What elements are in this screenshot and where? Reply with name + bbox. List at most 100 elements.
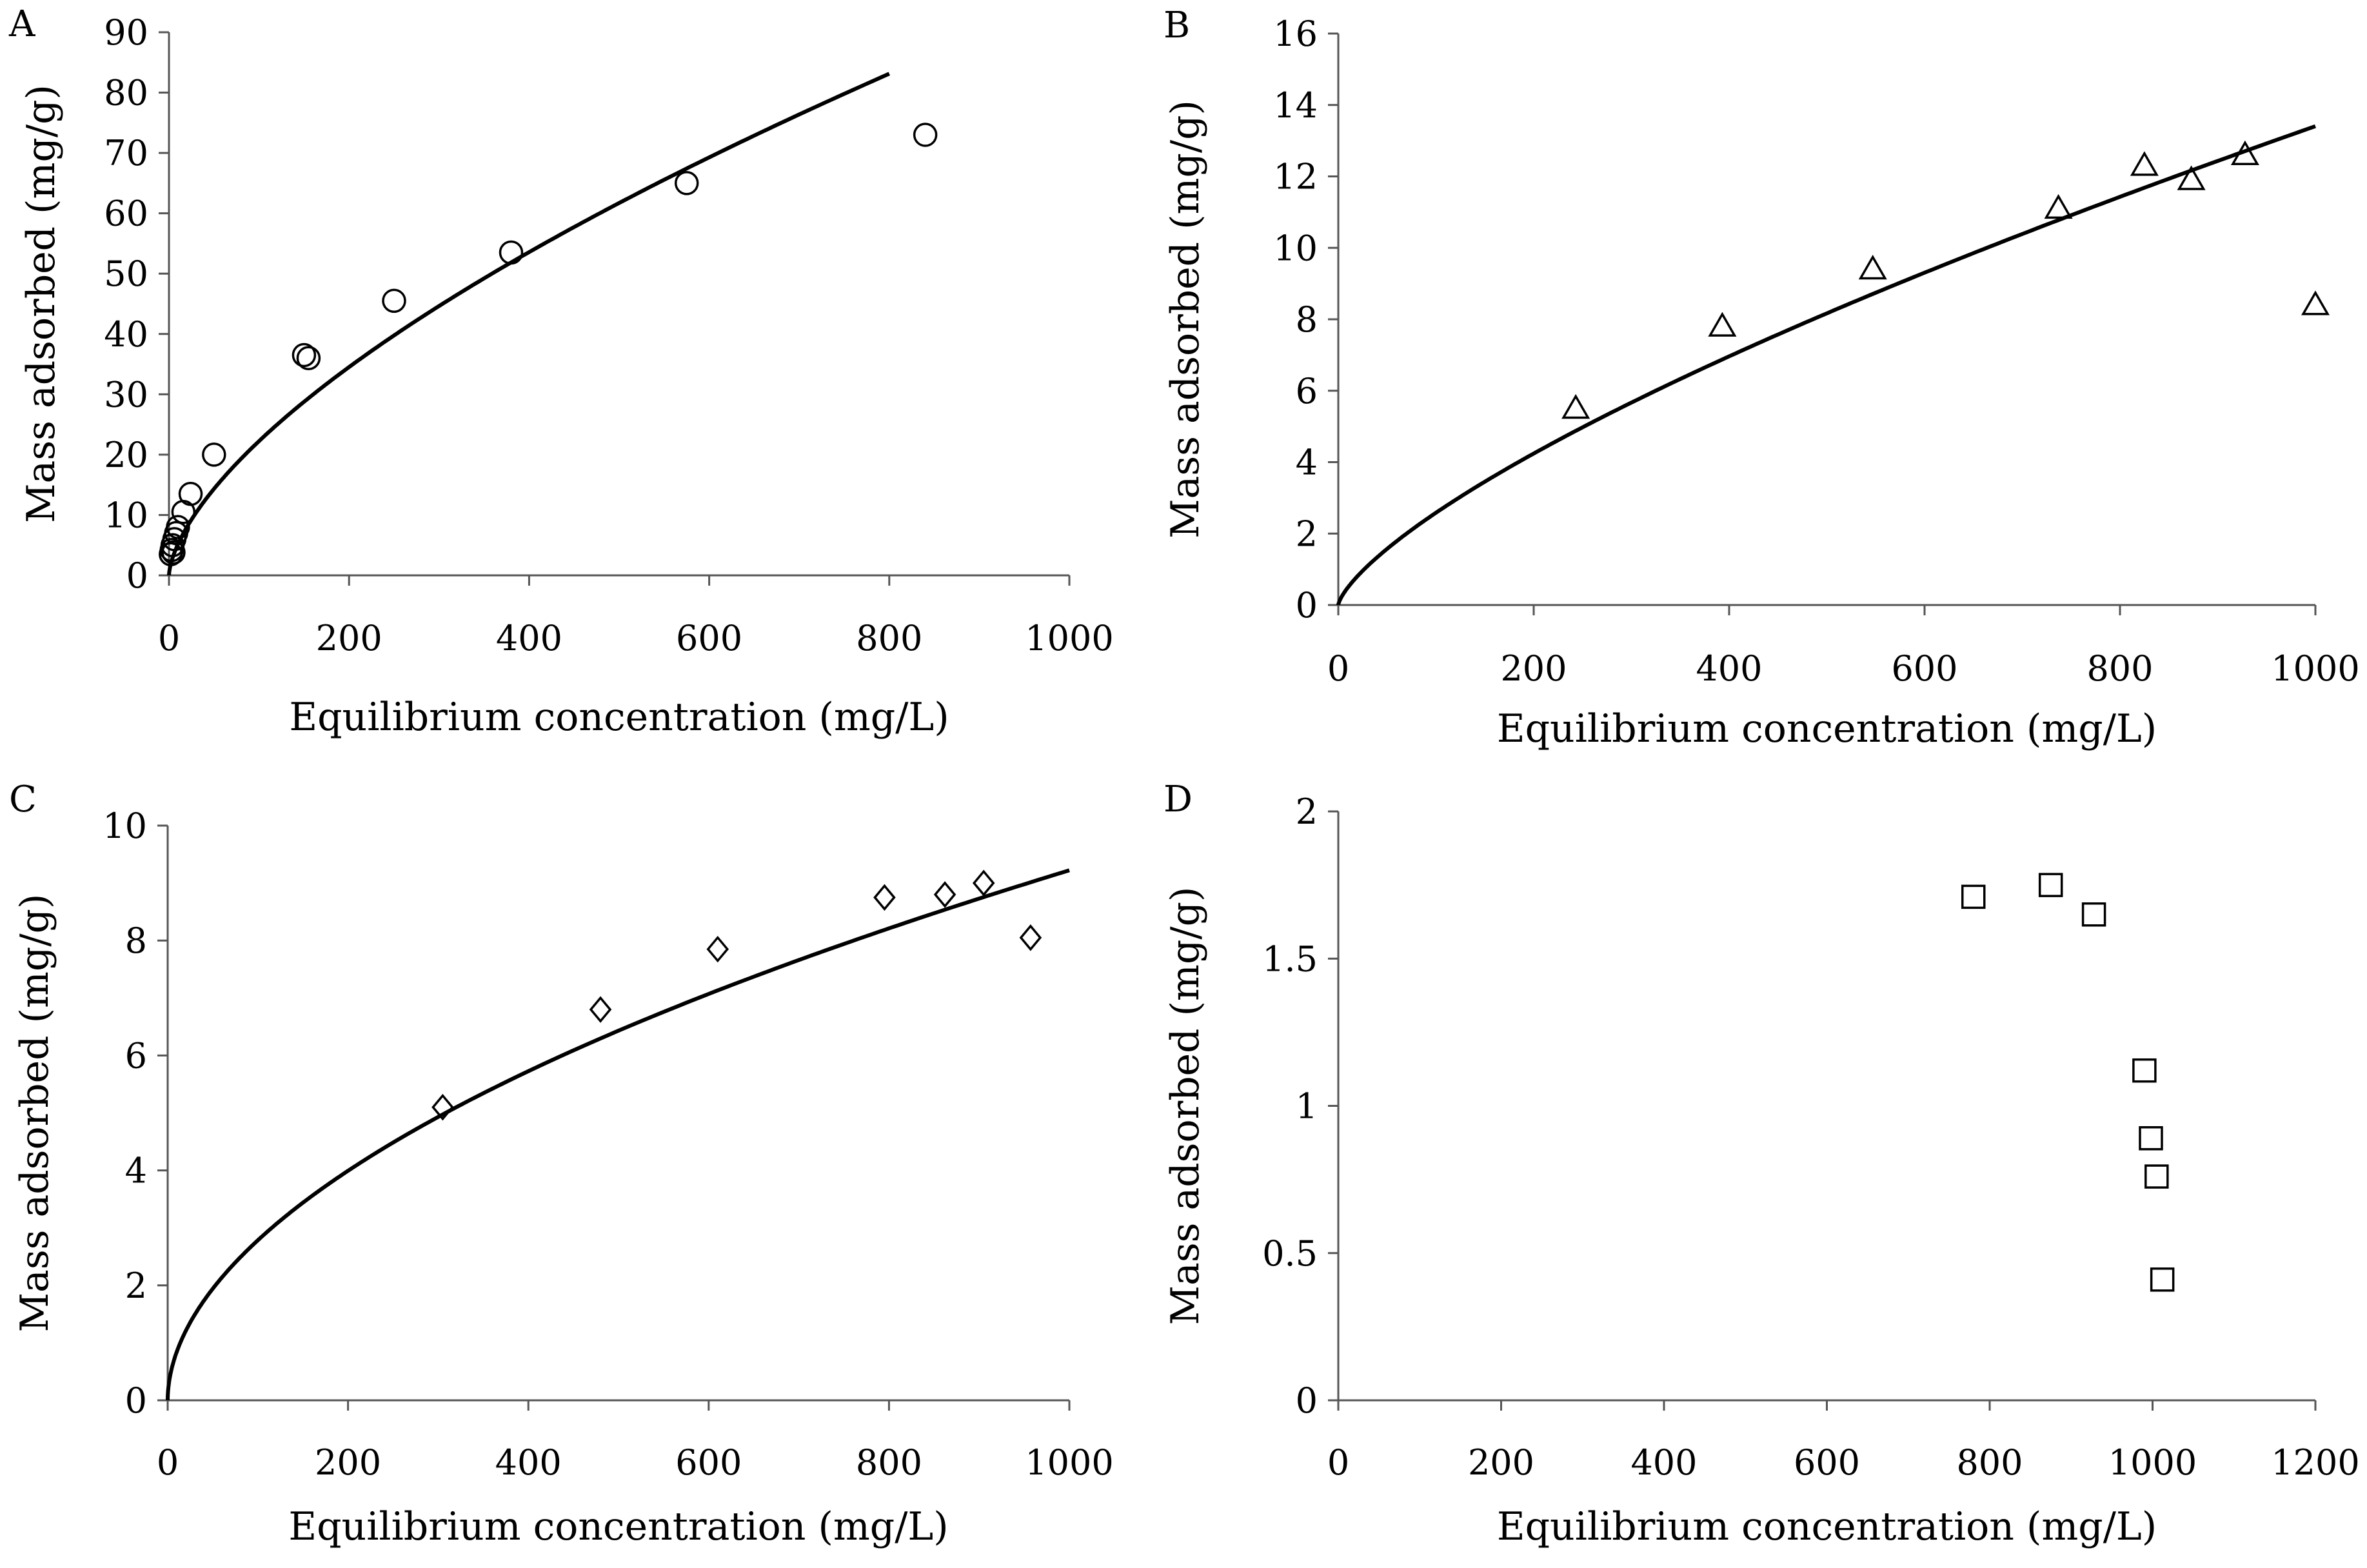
x-tick-label: 800: [856, 1442, 922, 1483]
y-tick-label: 0: [126, 555, 148, 596]
y-tick-label: 6: [125, 1035, 147, 1076]
x-tick-label: 600: [675, 1442, 742, 1483]
y-tick-label: 30: [104, 374, 148, 415]
x-axis-label: Equilibrium concentration (mg/L): [1497, 1504, 2157, 1549]
y-tick-label: 2: [1296, 513, 1318, 554]
data-point: [202, 442, 226, 467]
y-tick-label: 4: [125, 1151, 147, 1191]
data-point: [1858, 254, 1887, 280]
data-point: [2230, 140, 2259, 166]
x-tick-label: 1000: [1025, 1442, 1113, 1483]
y-tick-label: 90: [104, 12, 148, 53]
data-point: [2177, 165, 2206, 190]
data-point: [1019, 924, 1042, 951]
data-point: [674, 171, 699, 195]
panel-letter: D: [1164, 779, 1193, 820]
data-point: [1961, 884, 1986, 909]
y-tick-label: 60: [104, 194, 148, 234]
y-axis-label: Mass adsorbed (mg/g): [19, 84, 64, 523]
y-tick-label: 2: [1296, 791, 1318, 832]
data-point: [1561, 393, 1590, 419]
data-point: [2132, 1058, 2157, 1083]
y-tick-label: 12: [1273, 157, 1318, 197]
y-tick-label: 8: [125, 920, 147, 961]
y-tick-label: 10: [1273, 228, 1318, 268]
data-point: [382, 288, 406, 313]
data-point: [1708, 312, 1737, 337]
data-point: [972, 869, 995, 897]
data-point: [2130, 151, 2159, 176]
fit-curve: [1336, 124, 2316, 607]
data-point: [2150, 1267, 2175, 1292]
data-point: [292, 342, 317, 368]
x-tick-label: 0: [1327, 648, 1349, 689]
x-axis-label: Equilibrium concentration (mg/L): [288, 1504, 948, 1549]
panel-d: D 0 200 400 600 800 1000 1200 0 0.5 1 1.5 2 Equilibri…: [1163, 779, 2360, 1549]
y-tick-label: 0: [125, 1380, 147, 1421]
y-tick-label: 40: [104, 314, 148, 355]
y-tick-label: 10: [104, 495, 148, 535]
data-point: [2044, 194, 2073, 219]
x-tick-label: 200: [1500, 648, 1567, 689]
x-tick-label: 800: [1956, 1442, 2023, 1483]
data-point: [431, 1093, 454, 1121]
y-tick-label: 0.5: [1262, 1233, 1318, 1274]
y-tick-label: 6: [1296, 371, 1318, 412]
y-tick-label: 80: [104, 73, 148, 114]
panel-letter: C: [9, 779, 37, 820]
data-point: [166, 515, 190, 539]
data-point: [589, 996, 612, 1023]
y-axis-label: Mass adsorbed (mg/g): [12, 894, 57, 1333]
x-tick-label: 600: [676, 618, 742, 659]
y-tick-label: 2: [125, 1265, 147, 1306]
x-tick-label: 600: [1891, 648, 1957, 689]
data-point: [296, 346, 321, 370]
x-tick-label: 0: [157, 1442, 179, 1483]
data-point: [2144, 1164, 2169, 1189]
x-tick-label: 800: [856, 618, 922, 659]
y-tick-label: 4: [1296, 442, 1318, 483]
data-point: [873, 884, 896, 911]
x-tick-label: 800: [2086, 648, 2153, 689]
y-tick-label: 14: [1273, 85, 1318, 126]
fit-curve: [166, 868, 1070, 1401]
y-tick-label: 10: [103, 806, 147, 846]
data-point: [933, 881, 956, 908]
y-tick-label: 70: [104, 133, 148, 174]
y-axis-label: Mass adsorbed (mg/g): [1163, 100, 1208, 539]
x-tick-label: 1200: [2271, 1442, 2359, 1483]
data-point: [2139, 1126, 2163, 1151]
y-tick-label: 16: [1273, 14, 1318, 54]
panel-letter: A: [8, 3, 35, 45]
x-tick-label: 400: [496, 618, 562, 659]
data-point: [178, 481, 203, 506]
x-tick-label: 1000: [2108, 1442, 2197, 1483]
x-tick-label: 400: [495, 1442, 562, 1483]
y-tick-label: 1: [1296, 1086, 1318, 1127]
x-tick-label: 0: [1327, 1442, 1349, 1483]
data-point: [499, 240, 524, 265]
x-tick-label: 1000: [2271, 648, 2359, 689]
panel-c: C 0 200 400 600 800 1000 0 2 4 6 8 10 Equilibrium con…: [9, 779, 1114, 1549]
panel-letter: B: [1164, 5, 1190, 46]
y-tick-label: 1.5: [1262, 938, 1318, 979]
y-tick-label: 8: [1296, 299, 1318, 340]
y-axis-label: Mass adsorbed (mg/g): [1163, 887, 1208, 1325]
x-tick-label: 400: [1630, 1442, 1697, 1483]
x-tick-label: 200: [1468, 1442, 1534, 1483]
y-tick-label: 50: [104, 253, 148, 294]
fit-curve: [167, 72, 891, 577]
x-axis-label: Equilibrium concentration (mg/L): [1497, 706, 2157, 751]
data-point: [2301, 290, 2330, 315]
x-tick-label: 200: [315, 1442, 381, 1483]
data-point: [161, 540, 186, 565]
y-tick-label: 0: [1296, 585, 1318, 626]
data-point: [706, 935, 729, 963]
data-point: [913, 123, 938, 147]
x-tick-label: 1000: [1025, 618, 1113, 659]
x-tick-label: 400: [1696, 648, 1762, 689]
data-point: [2038, 873, 2063, 897]
data-point: [2081, 902, 2106, 927]
x-tick-label: 200: [316, 618, 382, 659]
